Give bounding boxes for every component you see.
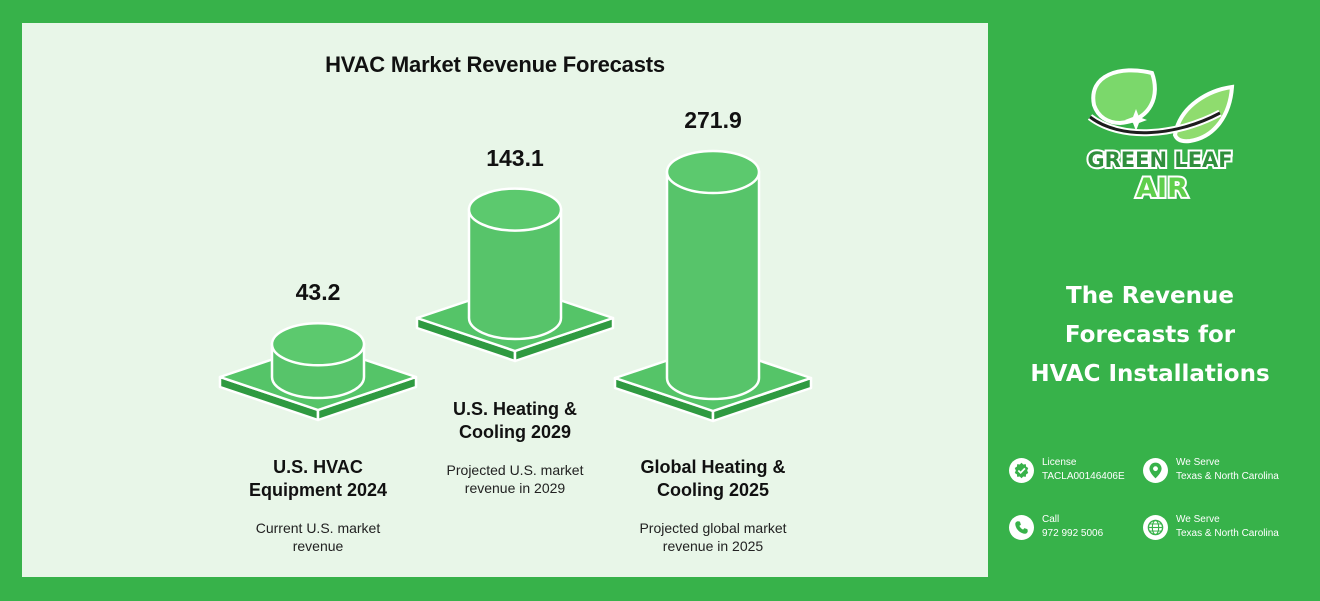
category-label-line: Equipment 2024 bbox=[248, 480, 388, 500]
sparkle-icon bbox=[1125, 109, 1147, 131]
globe-icon bbox=[1143, 514, 1168, 540]
contact-label: Call bbox=[1042, 514, 1060, 525]
description-line: Current U.S. market bbox=[255, 520, 381, 536]
contact-value: TACLA00146406E bbox=[1042, 471, 1125, 482]
description-line: revenue bbox=[292, 538, 344, 554]
category-description-equipment-2024: Current U.S. market revenue bbox=[208, 519, 428, 555]
contact-phone[interactable]: Call 972 992 5006 bbox=[1009, 513, 1103, 541]
sidebar-heading-line: HVAC Installations bbox=[1030, 361, 1270, 387]
sidebar-heading: The Revenue Forecasts for HVAC Installat… bbox=[1000, 277, 1300, 394]
cylinder-bar-global-2025 bbox=[665, 170, 761, 401]
sidebar-heading-line: The Revenue bbox=[1066, 283, 1234, 309]
cylinder-top-heating-cooling-2029 bbox=[467, 187, 563, 232]
brand-name-line2: AIR bbox=[1136, 173, 1188, 204]
contact-website[interactable]: We Serve Texas & North Carolina bbox=[1143, 513, 1279, 541]
description-line: Projected global market bbox=[639, 520, 787, 536]
category-label-global-2025: Global Heating & Cooling 2025 bbox=[603, 456, 823, 502]
category-label-line: Cooling 2025 bbox=[656, 480, 770, 500]
category-label-line: U.S. Heating & bbox=[452, 399, 577, 419]
contact-service-area: We Serve Texas & North Carolina bbox=[1143, 456, 1279, 484]
phone-icon bbox=[1009, 514, 1034, 540]
contact-label: We Serve bbox=[1176, 457, 1220, 468]
brand-name-line1: GREEN LEAF bbox=[1087, 148, 1232, 172]
value-label-heating-cooling-2029: 143.1 bbox=[486, 144, 544, 171]
category-label-line: Global Heating & bbox=[640, 457, 786, 477]
leaf-right-icon bbox=[1172, 84, 1235, 144]
category-label-line: Cooling 2029 bbox=[458, 422, 572, 442]
category-description-global-2025: Projected global market revenue in 2025 bbox=[603, 519, 823, 555]
description-line: revenue in 2025 bbox=[662, 538, 764, 554]
badge-check-icon bbox=[1009, 457, 1034, 483]
contact-label: We Serve bbox=[1176, 514, 1220, 525]
contact-value: Texas & North Carolina bbox=[1176, 471, 1279, 482]
location-pin-icon bbox=[1143, 457, 1168, 483]
contact-value: Texas & North Carolina bbox=[1176, 528, 1279, 539]
category-label-line: U.S. HVAC bbox=[273, 457, 363, 477]
description-line: revenue in 2029 bbox=[464, 480, 566, 496]
contact-label: License bbox=[1042, 457, 1077, 468]
chart-plot bbox=[218, 149, 813, 423]
chart-title: HVAC Market Revenue Forecasts bbox=[325, 52, 665, 77]
description-line: Projected U.S. market bbox=[446, 462, 584, 478]
value-label-equipment-2024: 43.2 bbox=[295, 279, 341, 306]
cylinder-top-global-2025 bbox=[665, 149, 761, 195]
contact-value: 972 992 5006 bbox=[1042, 528, 1104, 539]
category-description-heating-cooling-2029: Projected U.S. market revenue in 2029 bbox=[405, 461, 625, 497]
contact-license: License TACLA00146406E bbox=[1009, 456, 1125, 484]
category-label-equipment-2024: U.S. HVAC Equipment 2024 bbox=[208, 456, 428, 502]
value-label-global-2025: 271.9 bbox=[684, 107, 742, 133]
cylinder-bar-heating-cooling-2029 bbox=[467, 208, 563, 341]
cylinder-top-equipment-2024 bbox=[270, 322, 366, 367]
leaf-left-icon bbox=[1091, 68, 1157, 126]
sidebar-heading-line: Forecasts for bbox=[1064, 322, 1236, 348]
category-label-heating-cooling-2029: U.S. Heating & Cooling 2029 bbox=[405, 398, 625, 444]
green-leaf-air-logo: GREEN LEAF AIR bbox=[1080, 65, 1240, 206]
